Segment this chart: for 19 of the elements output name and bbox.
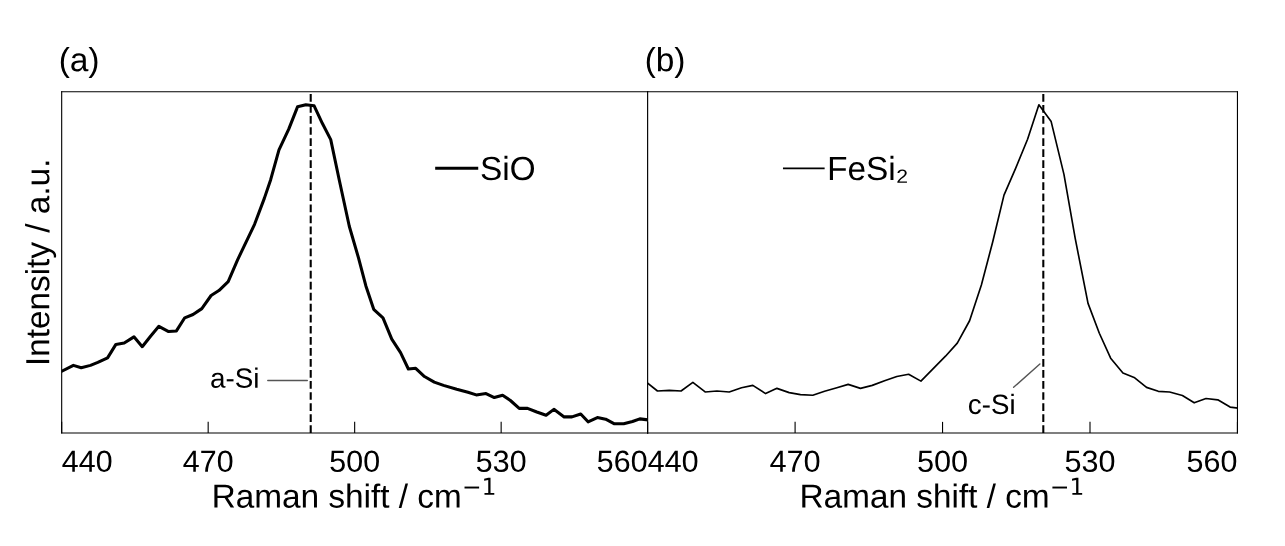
x-tick-label: 440: [62, 450, 112, 473]
x-tick-label: 500: [330, 450, 379, 473]
x-tick-label: 560: [597, 450, 647, 473]
x-axis-title: Raman shift / cm$^{−1}$: [214, 477, 495, 508]
x-tick-label: 530: [476, 450, 526, 473]
x-tick-label: 470: [770, 450, 820, 473]
x-tick-label: 500: [918, 450, 967, 473]
chart-title: (b): [646, 47, 684, 79]
y-axis-title: Intensity / a.u.: [25, 161, 57, 364]
legend-label: SiO: [481, 155, 535, 181]
x-tick-label: 440: [648, 450, 698, 473]
x-axis-title: Raman shift / cm$^{−1}$: [802, 477, 1083, 508]
ref-line-label: a-Si: [211, 367, 258, 388]
legend-label: FeSi₂: [829, 155, 907, 183]
chart-title: (a): [60, 47, 98, 79]
ref-line-label: c-Si: [968, 393, 1014, 415]
x-tick-label: 530: [1065, 450, 1115, 473]
x-tick-label: 560: [1187, 450, 1237, 473]
x-tick-label: 470: [183, 450, 233, 473]
